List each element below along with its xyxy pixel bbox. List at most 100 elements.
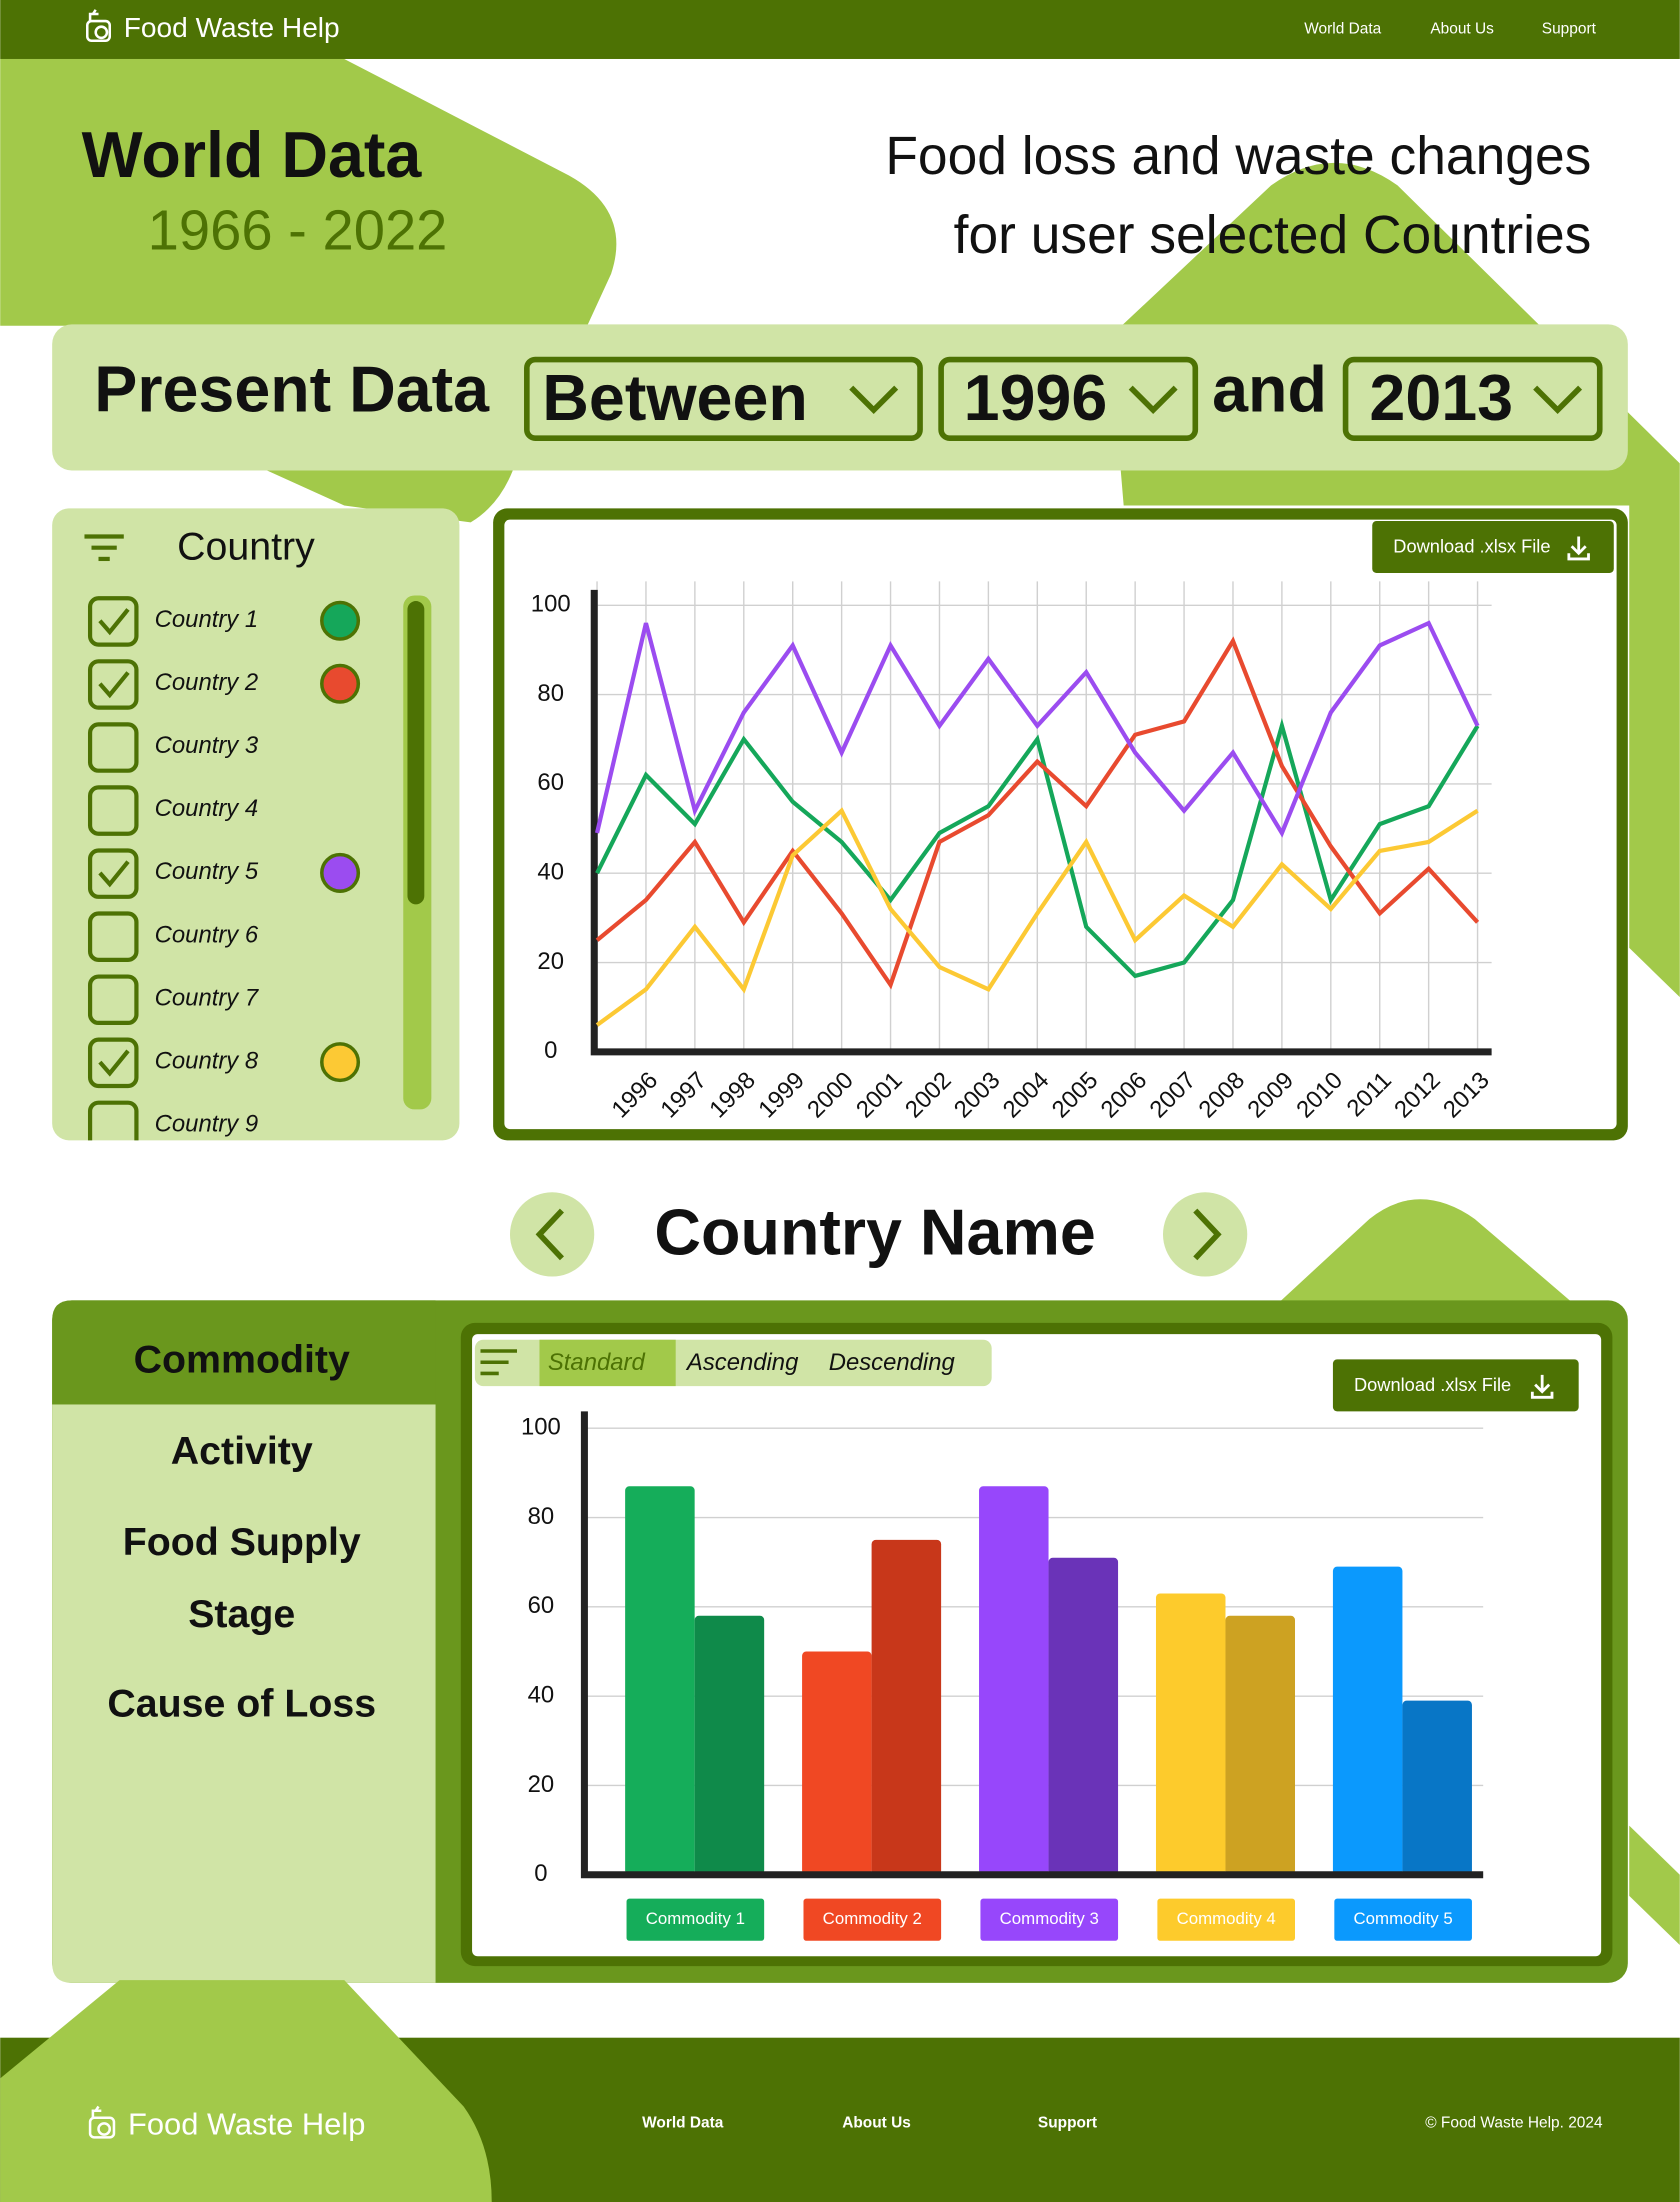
- y-tick-label: 20: [528, 1771, 555, 1798]
- tab-label[interactable]: Commodity: [134, 1338, 350, 1382]
- nav-link[interactable]: Support: [1038, 2114, 1097, 2131]
- download-button[interactable]: [1332, 1359, 1579, 1412]
- download-label[interactable]: Download .xlsx File: [1354, 1374, 1511, 1395]
- country-label[interactable]: Country 5: [155, 858, 259, 885]
- filter-connector: and: [1212, 354, 1327, 426]
- sort-tab[interactable]: Descending: [829, 1349, 956, 1376]
- header-bar: [0, 0, 1680, 59]
- series-line: [595, 636, 1480, 990]
- country-label[interactable]: Country 6: [155, 921, 259, 948]
- checkbox[interactable]: [87, 596, 139, 647]
- sort-tab[interactable]: Standard: [548, 1349, 646, 1376]
- series-line: [595, 718, 1480, 979]
- checkbox[interactable]: [87, 848, 139, 899]
- checkmark[interactable]: [98, 1049, 130, 1077]
- hero-title: World Data: [82, 119, 423, 191]
- country-label[interactable]: Country 4: [155, 795, 258, 822]
- y-tick-label: 80: [528, 1503, 555, 1530]
- country-color: [320, 852, 361, 893]
- dropdown-value[interactable]: Between: [542, 362, 808, 434]
- x-tick-label: Commodity 3: [1000, 1909, 1099, 1928]
- sort-icon[interactable]: [480, 1349, 518, 1376]
- bar: [871, 1539, 942, 1875]
- category-chip: [803, 1898, 942, 1941]
- country-label[interactable]: Country 9: [155, 1110, 258, 1137]
- axis: [580, 1411, 1484, 1879]
- prev-button[interactable]: [509, 1192, 595, 1277]
- dropdown-value[interactable]: 1996: [964, 362, 1108, 434]
- tab-label[interactable]: Food Supply: [123, 1520, 361, 1564]
- tab-label[interactable]: Activity: [171, 1429, 313, 1473]
- bar: [625, 1486, 695, 1875]
- filter-icon[interactable]: [84, 534, 124, 562]
- dropdown[interactable]: [938, 356, 1199, 441]
- category-chip: [1334, 1898, 1472, 1941]
- download-button[interactable]: [1372, 521, 1614, 573]
- y-tick-label: 40: [537, 859, 564, 886]
- nav-link[interactable]: World Data: [642, 2114, 724, 2131]
- series-line: [595, 807, 1479, 1027]
- y-tick-label: 0: [534, 1860, 547, 1887]
- series-line: [594, 620, 1480, 838]
- next-button[interactable]: [1162, 1192, 1248, 1277]
- checkbox[interactable]: [87, 659, 139, 710]
- country-color: [320, 663, 361, 704]
- brand[interactable]: Food Waste Help: [124, 12, 340, 43]
- country-label[interactable]: Country 3: [155, 732, 259, 759]
- y-tick-label: 40: [528, 1681, 555, 1708]
- hero-subtitle: Food loss and waste changes: [885, 127, 1591, 186]
- dropdown[interactable]: [524, 356, 923, 441]
- checkmark[interactable]: [98, 860, 130, 888]
- category-chip: [626, 1898, 765, 1941]
- country-name: Country Name: [654, 1196, 1095, 1268]
- sort-tab[interactable]: Ascending: [685, 1349, 799, 1376]
- checkbox[interactable]: [87, 1100, 139, 1149]
- checkmark[interactable]: [98, 608, 130, 636]
- brand[interactable]: Food Waste Help: [128, 2106, 365, 2141]
- y-tick-label: 80: [537, 680, 564, 707]
- nav-link[interactable]: Support: [1542, 21, 1597, 38]
- bar: [694, 1615, 765, 1875]
- nav-link[interactable]: About Us: [1430, 21, 1494, 38]
- country-title: Country: [177, 524, 315, 568]
- country-label[interactable]: Country 7: [155, 984, 259, 1011]
- category-chip: [1157, 1898, 1296, 1941]
- y-tick-label: 100: [521, 1414, 561, 1441]
- logo-icon: [86, 9, 112, 42]
- tab-label[interactable]: Cause of Loss: [107, 1682, 376, 1726]
- x-tick-label: Commodity 4: [1177, 1909, 1276, 1928]
- checkbox[interactable]: [87, 722, 139, 773]
- checkbox[interactable]: [87, 785, 139, 836]
- country-label[interactable]: Country 2: [155, 669, 258, 696]
- checkbox[interactable]: [87, 911, 139, 962]
- logo-icon: [88, 2105, 116, 2139]
- nav-link[interactable]: About Us: [842, 2114, 911, 2131]
- scroll-thumb[interactable]: [407, 601, 425, 905]
- hero-subtitle: for user selected Countries: [954, 206, 1592, 265]
- bar: [1402, 1700, 1472, 1875]
- checkmark[interactable]: [98, 671, 130, 699]
- country-label[interactable]: Country 1: [155, 606, 258, 633]
- nav-link[interactable]: World Data: [1304, 21, 1381, 38]
- dropdown-value[interactable]: 2013: [1369, 362, 1513, 434]
- country-color: [320, 600, 361, 641]
- bg-shape: [1278, 1199, 1574, 1304]
- download-label[interactable]: Download .xlsx File: [1393, 536, 1550, 557]
- sort-tab-selected[interactable]: [539, 1339, 676, 1387]
- tab-label[interactable]: Stage: [188, 1592, 295, 1636]
- bar: [1225, 1615, 1296, 1875]
- bg-shape: [0, 1980, 492, 2202]
- checkbox[interactable]: [87, 974, 139, 1026]
- y-tick-label: 60: [537, 769, 564, 796]
- bg-shape: [1629, 1825, 1680, 1946]
- x-tick-label: Commodity 1: [646, 1909, 745, 1928]
- bar: [1332, 1566, 1403, 1875]
- dropdown[interactable]: [1342, 356, 1603, 441]
- y-tick-label: 60: [528, 1592, 555, 1619]
- x-tick-label: Commodity 5: [1354, 1909, 1453, 1928]
- bg-shape: [0, 58, 617, 326]
- country-label[interactable]: Country 8: [155, 1047, 259, 1074]
- checkbox[interactable]: [87, 1037, 139, 1089]
